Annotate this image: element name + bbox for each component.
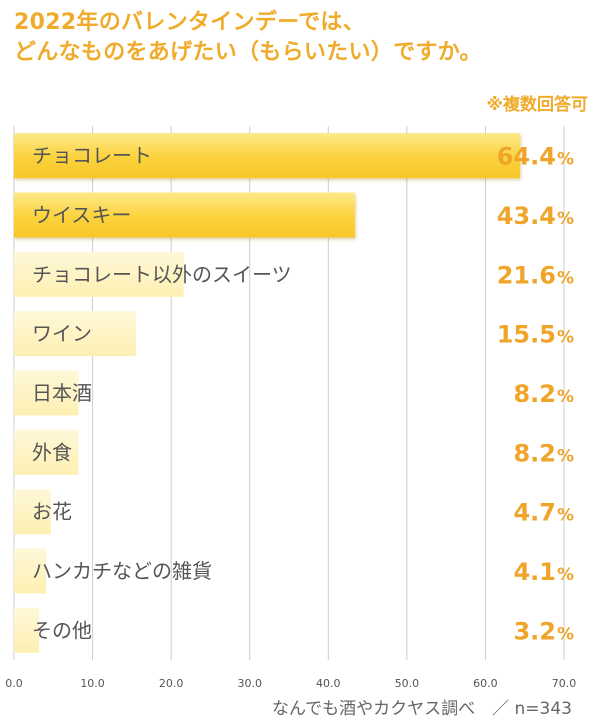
bar (14, 192, 355, 238)
bar-value-label: 8.2% (513, 439, 574, 467)
bar-category-label: 外食 (32, 440, 72, 464)
bar-value-label: 43.4% (497, 202, 574, 230)
bars (14, 133, 520, 653)
x-tick-label: 60.0 (473, 677, 498, 690)
bar (14, 251, 184, 297)
bar (14, 370, 79, 416)
bar-category-label: チョコレート以外のスイーツ (32, 262, 292, 286)
x-tick-label: 20.0 (159, 677, 184, 690)
bar (14, 311, 136, 357)
multiple-answers-note: ※複数回答可 (486, 95, 588, 115)
x-tick-label: 50.0 (395, 677, 420, 690)
chart-title: 2022年のバレンタインデーでは、 どんなものをあげたい（もらいたい）ですか。 (14, 8, 594, 68)
value-labels: 64.4% 43.4% 21.6% 15.5% 8.2% 8.2% 4.7% 4.1% 3.2% (497, 143, 574, 646)
x-axis-ticks: 0.0 10.0 20.0 30.0 40.0 50.0 60.0 70.0 (5, 677, 576, 690)
chart-title-line-2: どんなものをあげたい（もらいたい）ですか。 (14, 40, 482, 65)
chart-title-line-1: 2022年のバレンタインデーでは、 (14, 10, 366, 35)
bar (14, 489, 51, 535)
source-note: なんでも酒やカクヤス調べ ／ n=343 (271, 699, 572, 719)
bar-value-label: 15.5% (497, 321, 574, 349)
bar (14, 133, 520, 179)
bar (14, 548, 47, 594)
bar-category-label: ハンカチなどの雑貨 (32, 559, 212, 583)
x-tick-label: 10.0 (80, 677, 105, 690)
bar-category-label: その他 (32, 618, 92, 642)
bar-category-label: 日本酒 (32, 381, 92, 405)
bar-category-label: チョコレート (32, 144, 152, 168)
bar-labels: チョコレートウイスキーチョコレート以外のスイーツワイン日本酒外食お花ハンカチなど… (32, 144, 292, 643)
bar-value-label: 4.1% (513, 558, 574, 586)
bar-value-label: 3.2% (513, 617, 574, 645)
bar-category-label: ウイスキー (32, 203, 131, 227)
bar-category-label: ワイン (32, 322, 92, 346)
bar (14, 607, 40, 653)
bar-value-label: 64.4% (497, 143, 574, 171)
bar (14, 429, 79, 475)
x-tick-label: 40.0 (316, 677, 341, 690)
x-tick-label: 0.0 (5, 677, 23, 690)
bar-value-label: 21.6% (497, 261, 574, 289)
bar-value-label: 4.7% (513, 499, 574, 527)
bar-category-label: お花 (32, 500, 72, 524)
x-tick-label: 30.0 (237, 677, 262, 690)
x-tick-label: 70.0 (552, 677, 577, 690)
bar-value-label: 8.2% (513, 380, 574, 408)
